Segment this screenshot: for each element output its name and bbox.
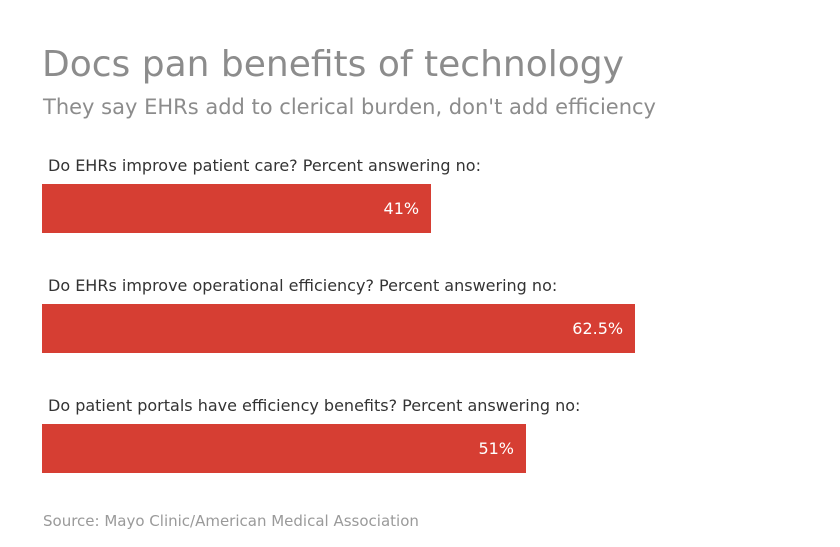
bar-value-label: 41% xyxy=(383,199,420,218)
bar xyxy=(42,184,432,233)
question-label: Do EHRs improve patient care? Percent an… xyxy=(48,156,481,175)
question-label: Do patient portals have efficiency benef… xyxy=(48,396,581,415)
source-note: Source: Mayo Clinic/American Medical Ass… xyxy=(43,512,419,530)
chart-subtitle: They say EHRs add to clerical burden, do… xyxy=(43,95,656,119)
bar xyxy=(42,304,636,353)
question-label: Do EHRs improve operational efficiency? … xyxy=(48,276,558,295)
bar-value-label: 51% xyxy=(478,439,514,458)
bar-value-label: 62.5% xyxy=(572,319,624,338)
bar xyxy=(42,424,526,473)
chart-title: Docs pan benefits of technology xyxy=(42,44,624,85)
